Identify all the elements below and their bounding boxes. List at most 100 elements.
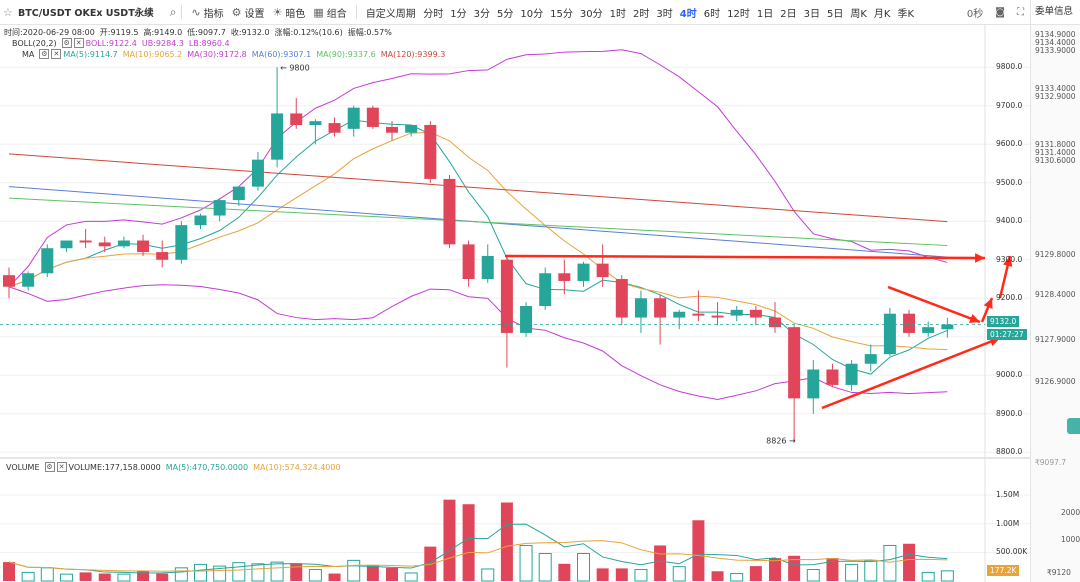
candle-body	[577, 263, 590, 281]
volume-bar	[117, 573, 131, 582]
info-change: 涨幅:0.12%(10.6)	[274, 28, 343, 37]
interval-tab[interactable]: 周K	[850, 8, 867, 20]
interval-tab[interactable]: 1时	[609, 8, 626, 20]
candle-body	[883, 313, 896, 355]
settings-icon[interactable]: ⚙	[39, 49, 50, 59]
volume-bar	[40, 567, 54, 582]
ask-price: 9132.9000	[1035, 92, 1076, 101]
ma10-line	[8, 131, 948, 351]
close-icon[interactable]: ✕	[51, 49, 62, 59]
fullscreen-icon[interactable]: ⛶	[1017, 6, 1024, 18]
volume-bar	[845, 563, 859, 582]
candle-body	[347, 107, 360, 129]
volume-bar	[903, 543, 916, 581]
volume-bar	[213, 565, 227, 582]
candle-body	[137, 240, 150, 253]
settings-icon[interactable]: ⚙	[44, 462, 55, 472]
order-book-title[interactable]: 委单信息	[1031, 0, 1080, 25]
interval-tab[interactable]: 5分	[497, 8, 514, 20]
interval-tab[interactable]: 1日	[756, 8, 774, 20]
interval-tab[interactable]: 分时	[423, 8, 444, 20]
volume-bar	[538, 552, 552, 582]
interval-tab[interactable]: 3分	[473, 8, 491, 20]
volume-bar	[194, 563, 207, 582]
price-axis-label: 8800.0	[996, 447, 1023, 457]
volume-bar	[481, 568, 495, 582]
candle-body	[481, 255, 494, 280]
search-icon[interactable]: ⌕	[169, 4, 177, 19]
interval-tab[interactable]: 10分	[520, 8, 544, 20]
custom-period-button[interactable]: 自定义周期	[365, 8, 416, 20]
up-arrow-head	[983, 298, 993, 309]
resistance-arrow-head	[975, 253, 985, 263]
ma-legend: MA ⚙ ✕ MA(5):9114.7 MA(10):9065.2 MA(30)…	[22, 49, 450, 59]
interval-tab[interactable]: 3时	[656, 8, 673, 20]
symbol-label[interactable]: BTC/USDT OKEx USDT永续	[18, 8, 154, 19]
candle-body	[539, 273, 552, 306]
candle-body	[3, 275, 15, 287]
resistance-arrow	[504, 254, 986, 260]
volume-bar	[386, 567, 398, 581]
divider	[181, 5, 183, 19]
boll-value: BOLL:9122.4	[85, 38, 137, 48]
interval-tab[interactable]: 30分	[579, 8, 603, 20]
price-axis-label: 9300.0	[996, 254, 1023, 264]
volume-bar	[137, 570, 150, 581]
candle-body	[98, 242, 111, 247]
toolbar: ☆ BTC/USDT OKEx USDT永续 ⌕ ∿ 指标 ⚙ 设置 ☀ 暗色 ▦ 组合…	[0, 0, 1030, 25]
close-icon[interactable]: ✕	[56, 462, 67, 472]
theme-label: 暗色	[285, 8, 306, 20]
volume-bar	[3, 562, 15, 581]
volume-bar	[596, 568, 609, 581]
volume-axis-label: 1.00M	[996, 518, 1020, 528]
interval-tab[interactable]: 2日	[780, 8, 797, 20]
candle-body	[443, 178, 456, 245]
volume-bar	[711, 571, 724, 581]
interval-tab[interactable]: 2时	[633, 8, 650, 20]
theme-button[interactable]: ☀ 暗色	[273, 5, 306, 20]
volume-legend: VOLUME ⚙ ✕ VOLUME:177,158.0000 MA(5):470…	[6, 462, 346, 472]
ask-price: 9134.4000	[1035, 38, 1076, 47]
candle-body	[22, 273, 35, 287]
candle-body	[290, 113, 303, 126]
kline-chart[interactable]: ← 9800 8826 →	[0, 24, 1030, 582]
bid-price: 9129.8000	[1035, 250, 1076, 259]
interval-tab[interactable]: 3日	[803, 8, 820, 20]
candle-body	[615, 279, 628, 318]
bid-price: 9126.9000	[1035, 377, 1076, 386]
ma5-line	[8, 119, 948, 375]
interval-tab[interactable]: 12时	[727, 8, 750, 20]
volume-bar	[519, 544, 533, 582]
volume-bar	[769, 558, 781, 581]
candle-body	[232, 186, 245, 201]
interval-tab[interactable]: 月K	[873, 8, 891, 20]
boll-lb: LB:8960.4	[188, 38, 230, 48]
interval-tab[interactable]: 季K	[897, 8, 915, 20]
interval-tabs: 分时 1分 3分 5分 10分 15分 30分 1时 2时 3时 4时 6时 12时 1日 2日 3日 5日 周K…	[420, 5, 918, 20]
candle-body	[711, 315, 724, 318]
close-icon[interactable]: ✕	[73, 38, 84, 48]
toolbar-right: 0秒 ◙ ⛶	[961, 0, 1030, 24]
settings-button[interactable]: ⚙ 设置	[232, 5, 265, 20]
volume-bar	[826, 558, 839, 581]
ma90-value: MA(90):9337.6	[316, 49, 376, 59]
volume-bar	[672, 566, 686, 582]
combo-button[interactable]: ▦ 组合	[313, 5, 346, 20]
settings-icon[interactable]: ⚙	[61, 38, 72, 48]
ma120-line	[8, 153, 948, 223]
trend-arrow	[821, 336, 1001, 410]
price-axis-label: 9800.0	[996, 62, 1023, 72]
volume-bar	[749, 566, 762, 581]
indicator-button[interactable]: ∿ 指标	[191, 5, 223, 20]
interval-tab[interactable]: 1分	[450, 8, 467, 20]
interval-tab[interactable]: 5日	[826, 8, 844, 20]
volume-bar	[404, 572, 418, 582]
ask-price: 9133.9000	[1035, 46, 1076, 55]
favorite-star-icon[interactable]: ☆	[3, 5, 13, 19]
camera-icon[interactable]: ◙	[995, 6, 1005, 18]
ma5-value: MA(5):9114.7	[63, 49, 118, 59]
countdown-tag: 01:27:27	[987, 329, 1027, 340]
interval-tab[interactable]: 4时	[679, 8, 697, 20]
interval-tab[interactable]: 15分	[550, 8, 573, 20]
interval-tab[interactable]: 6时	[703, 8, 721, 20]
